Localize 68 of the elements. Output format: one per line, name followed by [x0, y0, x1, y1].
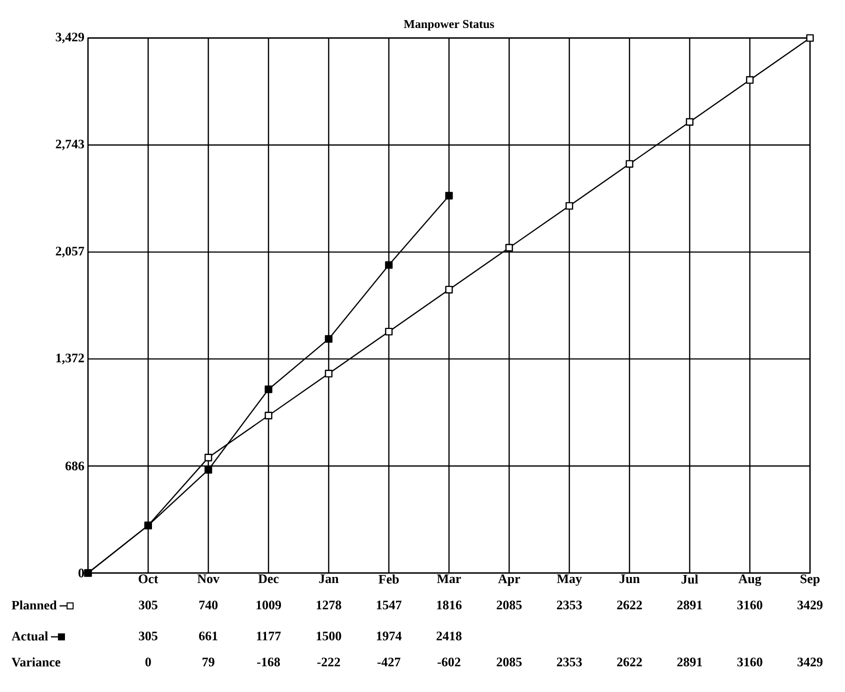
x-tick-label: Jul	[682, 574, 698, 584]
point	[204, 466, 212, 474]
data-label: 305	[138, 600, 158, 610]
text: 0	[145, 658, 151, 666]
data-label: 2622	[617, 600, 642, 610]
point	[505, 244, 513, 252]
x-tick-label: Mar	[437, 574, 461, 584]
point	[264, 386, 272, 394]
text: 79	[202, 658, 214, 666]
point	[445, 286, 453, 294]
data-label: 740	[199, 600, 218, 610]
x-tick-label: Jun	[620, 574, 640, 584]
y-tick-label: 0	[78, 568, 84, 578]
x-tick-label: Feb	[378, 574, 399, 584]
data-label: 661	[199, 632, 218, 640]
text: -427	[377, 658, 400, 666]
data-label: 1547	[376, 600, 402, 610]
point	[806, 34, 814, 42]
point	[746, 76, 754, 84]
text: 2622	[617, 658, 642, 666]
data-label: 305	[138, 632, 158, 640]
x-tick-label: Sep	[800, 574, 820, 586]
y-tick-label: 3,429	[56, 32, 84, 44]
point	[204, 454, 212, 462]
data-label: 2085	[496, 600, 522, 610]
y-tick-label: 2,057	[56, 246, 84, 258]
data-label: 2418	[436, 632, 462, 640]
point	[686, 118, 694, 126]
data-label: 1974	[376, 632, 402, 640]
x-tick-label: Apr	[498, 574, 520, 586]
text: 3429	[798, 658, 822, 666]
point	[264, 412, 272, 420]
data-label: 1500	[316, 632, 342, 640]
point	[566, 202, 574, 210]
data-label: 1009	[256, 600, 281, 610]
text: 2891	[677, 658, 702, 666]
data-label: 2353	[556, 600, 582, 610]
point	[626, 160, 634, 168]
data-label: 1278	[316, 600, 342, 610]
x-tick-label: Aug	[738, 574, 762, 586]
legend-label: Planned	[12, 600, 57, 610]
x-tick-label: Jan	[319, 574, 339, 584]
data-label: 1816	[437, 600, 462, 610]
point	[445, 192, 453, 200]
text: 3160	[737, 658, 762, 666]
data-label: 3160	[737, 600, 762, 610]
legend-label: Actual	[12, 631, 48, 641]
y-tick-label: 1,372	[56, 354, 84, 364]
text: -222	[317, 658, 340, 666]
y-tick-label: 2,743	[56, 140, 84, 150]
text: 2353	[556, 658, 582, 666]
x-tick-label: Oct	[138, 574, 158, 584]
chart-title: Manpower Status	[404, 20, 494, 30]
text: Variance	[12, 657, 60, 667]
x-tick-label: Nov	[197, 574, 220, 584]
text: -602	[438, 658, 460, 666]
x-tick-label: May	[556, 574, 582, 586]
x-tick-label: Dec	[258, 574, 279, 584]
y-tick-label: 686	[65, 462, 84, 470]
data-label: 1177	[256, 632, 281, 640]
text: -168	[257, 658, 280, 666]
point	[385, 261, 393, 269]
point	[324, 370, 332, 378]
data-label: 2891	[677, 600, 702, 610]
data-label: 3429	[798, 600, 822, 610]
point	[324, 335, 332, 343]
text: 2085	[496, 658, 522, 666]
point	[385, 328, 393, 336]
